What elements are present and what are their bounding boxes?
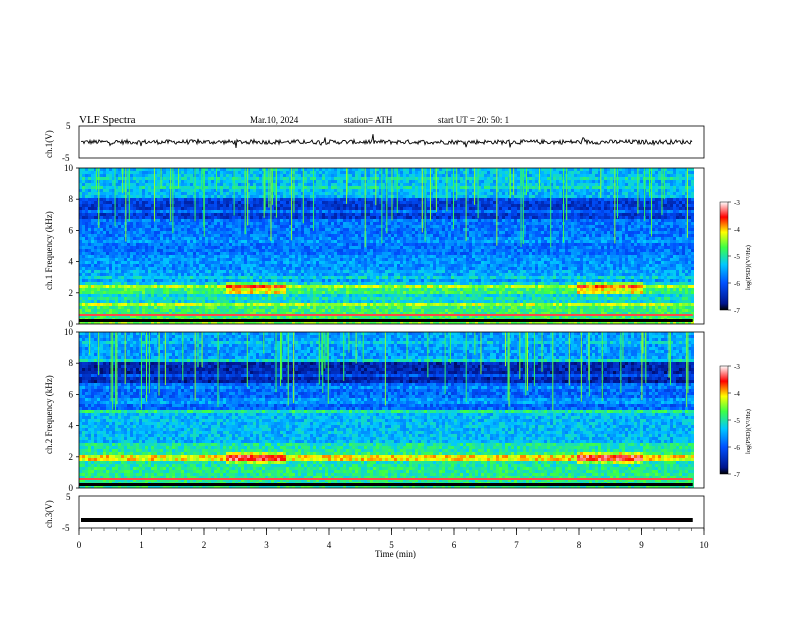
colorbar-tick-label: -6	[734, 444, 740, 452]
header-start-ut: start UT = 20: 50: 1	[438, 115, 509, 125]
time-tick-label: 3	[264, 540, 269, 550]
freq-ytick-label: 4	[69, 257, 74, 267]
freq-ytick-label: 10	[64, 327, 74, 337]
ch3-voltage-frame	[79, 496, 704, 528]
ch1-voltage-ylabel: ch.1(V)	[44, 130, 54, 158]
freq-ytick-label: 8	[69, 194, 74, 204]
header-station: station= ATH	[344, 115, 393, 125]
colorbar-tick-label: -4	[734, 390, 740, 398]
colorbar-tick-label: -6	[734, 280, 740, 288]
ch3-ytick-top: 5	[66, 492, 71, 502]
colorbar-tick-label: -4	[734, 226, 740, 234]
ch3-voltage-ylabel: ch.3(V)	[44, 500, 54, 528]
ch1-spectrogram-image	[79, 168, 704, 324]
ch1-voltage-panel: 5 -5 ch.1(V)	[44, 121, 704, 163]
time-axis-label: Time (min)	[375, 549, 416, 559]
freq-ytick-label: 2	[69, 288, 74, 298]
ch3-ytick-bottom: -5	[62, 523, 70, 533]
freq-ytick-label: 6	[69, 389, 74, 399]
ch2-colorbar	[720, 366, 728, 474]
freq-ytick-label: 6	[69, 225, 74, 235]
freq-ytick-label: 4	[69, 421, 74, 431]
ch1-ytick-top: 5	[66, 121, 71, 131]
time-tick-label: 10	[700, 540, 710, 550]
freq-ytick-label: 2	[69, 452, 74, 462]
freq-ytick-label: 10	[64, 163, 74, 173]
ch2-freq-ylabel: ch.2 Frequency (kHz)	[44, 375, 54, 454]
time-tick-label: 9	[639, 540, 644, 550]
time-tick-label: 4	[327, 540, 332, 550]
colorbar-tick-label: -7	[734, 307, 740, 315]
colorbar-tick-label: -3	[734, 363, 740, 371]
ch1-colorbar	[720, 202, 728, 310]
colorbar-tick-label: -5	[734, 253, 740, 261]
header-date: Mar.10, 2024	[250, 115, 299, 125]
ch1-ytick-bottom: -5	[62, 153, 70, 163]
time-tick-label: 2	[202, 540, 207, 550]
ch1-colorbar-label: log(PSD)(V²/Hz)	[745, 245, 752, 290]
time-tick-label: 8	[577, 540, 582, 550]
colorbar-tick-label: -3	[734, 199, 740, 207]
ch2-colorbar-label: log(PSD)(V²/Hz)	[745, 409, 752, 454]
time-tick-label: 6	[452, 540, 457, 550]
ch2-spectrogram-image	[79, 332, 704, 488]
colorbar-tick-label: -5	[734, 417, 740, 425]
colorbar-tick-label: -7	[734, 471, 740, 479]
figure-title: VLF Spectra	[79, 114, 136, 126]
time-tick-label: 7	[514, 540, 519, 550]
time-tick-label: 0	[77, 540, 82, 550]
freq-ytick-label: 8	[69, 358, 74, 368]
ch3-voltage-panel: 5 -5 ch.3(V)	[44, 492, 704, 533]
ch1-freq-ylabel: ch.1 Frequency (kHz)	[44, 211, 54, 290]
time-tick-label: 1	[139, 540, 144, 550]
